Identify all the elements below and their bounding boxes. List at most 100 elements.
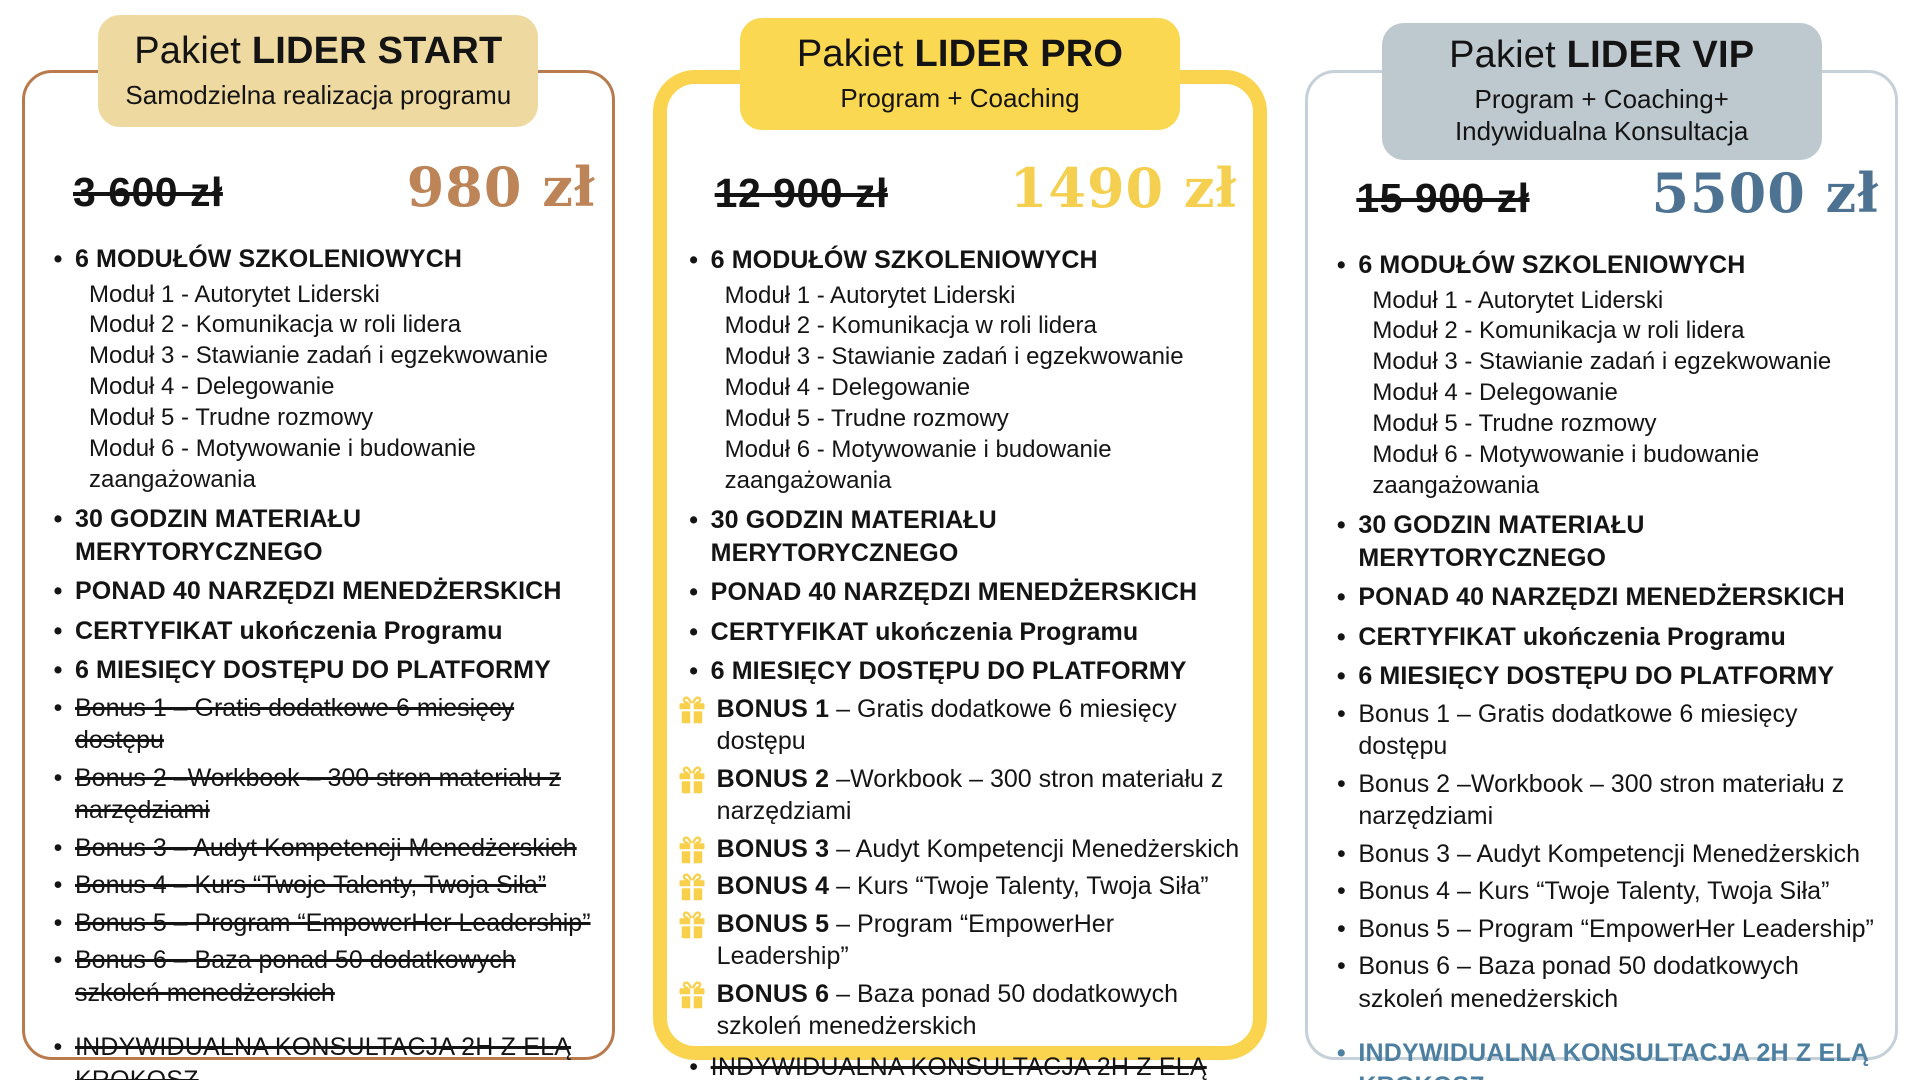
bonus-item: BONUS 5 – Program “EmpowerHer Leadership…: [677, 908, 1246, 973]
consultation-note: • INDYWIDUALNA KONSULTACJA 2H Z ELĄ KROK…: [677, 1051, 1246, 1080]
bonus-item: BONUS 4 – Kurs “Twoje Talenty, Twoja Sił…: [677, 870, 1246, 903]
gift-icon: [677, 908, 717, 940]
bonus-text: – Program “EmpowerHer Leadership”: [716, 909, 1115, 971]
bonus-item: BONUS 1 – Gratis dodatkowe 6 miesięcy do…: [677, 693, 1246, 758]
bonus-label: BONUS 1: [716, 694, 830, 723]
bullet: •: [1336, 662, 1346, 691]
price-row: 3 600 zł 980 zł: [25, 155, 612, 219]
bullet: •: [689, 657, 699, 686]
feature-item: • CERTYFIKAT ukończenia Programu: [677, 616, 1246, 649]
module-line: Moduł 1 - Autorytet Liderski: [724, 281, 1016, 309]
package-card-lider-vip: Pakiet LIDER VIP Program + Coaching+ Ind…: [1305, 23, 1899, 1080]
feature-item: • 6 MIESIĘCY DOSTĘPU DO PLATFORMY: [1324, 660, 1881, 693]
bonus-item: • Bonus 5 – Program “EmpowerHer Leadershi…: [1324, 913, 1881, 946]
feature-item: • PONAD 40 NARZĘDZI MENEDŻERSKICH: [41, 575, 598, 608]
bonus-item: • Bonus 6 – Baza ponad 50 dodatkowych szk…: [41, 944, 598, 1009]
module-line: Moduł 6 - Motywowanie i budowanie zaanga…: [89, 435, 476, 494]
bonus-item: • Bonus 1 – Gratis dodatkowe 6 miesięcy d…: [41, 692, 598, 757]
consultation-note: • INDYWIDUALNA KONSULTACJA 2H Z ELĄ KROK…: [1324, 1037, 1881, 1080]
bonus-item: • Bonus 6 – Baza ponad 50 dodatkowych szk…: [1324, 950, 1881, 1015]
feature-item: • 6 MIESIĘCY DOSTĘPU DO PLATFORMY: [41, 654, 598, 687]
module-line: Moduł 3 - Stawianie zadań i egzekwowanie: [1372, 348, 1832, 376]
module-line: Moduł 3 - Stawianie zadań i egzekwowanie: [89, 342, 548, 370]
bonus-item: • Bonus 3 – Audyt Kompetencji Menedżerski…: [41, 832, 598, 865]
module-line: Moduł 1 - Autorytet Liderski: [89, 280, 380, 308]
module-line: Moduł 2 - Komunikacja w roli lidera: [1372, 317, 1745, 345]
feature-item: • 6 MIESIĘCY DOSTĘPU DO PLATFORMY: [677, 655, 1246, 688]
feature-item: • 30 GODZIN MATERIAŁU MERYTORYCZNEGO: [41, 503, 598, 568]
features-heading: • 6 MODUŁÓW SZKOLENIOWYCH: [677, 244, 1246, 277]
module-line: Moduł 4 - Delegowanie: [89, 373, 335, 401]
bullet: •: [1336, 699, 1346, 728]
bonus-item: • Bonus 3 – Audyt Kompetencji Menedżerski…: [1324, 838, 1881, 871]
bonus-item: • Bonus 1 – Gratis dodatkowe 6 miesięcy d…: [1324, 698, 1881, 763]
old-price: 3 600 zł: [73, 169, 223, 215]
feature-list: • 30 GODZIN MATERIAŁU MERYTORYCZNEGO • PON…: [677, 504, 1246, 688]
bonus-text: – Audyt Kompetencji Menedżerskich: [836, 834, 1240, 863]
feature-item: • 30 GODZIN MATERIAŁU MERYTORYCZNEGO: [1324, 509, 1881, 574]
package-title-prefix: Pakiet: [134, 30, 242, 72]
bonus-label: BONUS 3: [716, 834, 830, 863]
bullet: •: [1336, 914, 1346, 943]
bonus-text: – Baza ponad 50 dodatkowych szkoleń mene…: [716, 979, 1179, 1041]
bullet: •: [53, 833, 63, 862]
package-content: • 6 MODUŁÓW SZKOLENIOWYCH Moduł 1 - Auto…: [1308, 225, 1895, 1080]
module-line: Moduł 3 - Stawianie zadań i egzekwowanie: [724, 343, 1184, 371]
package-content: • 6 MODUŁÓW SZKOLENIOWYCH Moduł 1 - Auto…: [25, 219, 612, 1080]
module-line: Moduł 4 - Delegowanie: [724, 374, 971, 402]
module-line: Moduł 1 - Autorytet Liderski: [1372, 286, 1664, 314]
bullet: •: [53, 577, 63, 606]
bonus-text: –Workbook – 300 stron materiału z narzęd…: [716, 764, 1224, 826]
package-title-prefix: Pakiet: [796, 33, 904, 75]
bonus-list: • Bonus 1 – Gratis dodatkowe 6 miesięcy d…: [41, 692, 598, 1010]
bonus-list: • Bonus 1 – Gratis dodatkowe 6 miesięcy d…: [1324, 698, 1881, 1016]
bullet: •: [53, 245, 63, 273]
bullet: •: [689, 246, 699, 274]
bullet: •: [53, 505, 63, 534]
gift-icon: [677, 763, 717, 795]
package-subtitle: Samodzielna realizacja programu: [125, 79, 512, 110]
package-badge-vip: Pakiet LIDER VIP Program + Coaching+ Ind…: [1381, 23, 1822, 160]
bullet: •: [1336, 952, 1346, 981]
bonus-list: BONUS 1 – Gratis dodatkowe 6 miesięcy do…: [677, 693, 1246, 1043]
package-subtitle-line2: Indywidualna Konsultacja: [1454, 116, 1749, 147]
feature-list: • 30 GODZIN MATERIAŁU MERYTORYCZNEGO • PON…: [1324, 509, 1881, 693]
module-line: Moduł 5 - Trudne rozmowy: [1372, 410, 1657, 438]
package-title: Pakiet LIDER PRO: [750, 32, 1170, 78]
bonus-item: • Bonus 4 – Kurs “Twoje Talenty, Twoja Si…: [1324, 875, 1881, 908]
module-list: Moduł 1 - Autorytet Liderski Moduł 2 - K…: [41, 280, 598, 497]
package-content: • 6 MODUŁÓW SZKOLENIOWYCH Moduł 1 - Auto…: [667, 220, 1254, 1080]
bullet: •: [53, 693, 63, 722]
bullet: •: [689, 506, 699, 535]
bullet: •: [53, 946, 63, 975]
bullet: •: [1336, 622, 1346, 651]
bullet: •: [1336, 1039, 1346, 1068]
package-subtitle: Program + Coaching: [840, 82, 1080, 113]
new-price: 5500 zł: [1651, 161, 1880, 225]
bonus-item: • Bonus 5 – Program “EmpowerHer Leadershi…: [41, 907, 598, 940]
feature-item: • PONAD 40 NARZĘDZI MENEDŻERSKICH: [1324, 581, 1881, 614]
package-title-name: LIDER PRO: [914, 33, 1124, 75]
package-title-name: LIDER START: [251, 30, 503, 72]
gift-icon: [677, 978, 717, 1010]
bullet: •: [1336, 251, 1346, 279]
module-list: Moduł 1 - Autorytet Liderski Moduł 2 - K…: [1324, 286, 1881, 503]
package-card-lider-pro: Pakiet LIDER PRO Program + Coaching 12 9…: [652, 18, 1268, 1080]
bullet: •: [53, 763, 63, 792]
bullet: •: [689, 1052, 699, 1080]
new-price: 980 zł: [406, 155, 596, 219]
bullet: •: [1336, 877, 1346, 906]
module-line: Moduł 6 - Motywowanie i budowanie zaanga…: [1372, 441, 1760, 500]
bullet: •: [53, 1033, 63, 1062]
bonus-item: BONUS 6 – Baza ponad 50 dodatkowych szko…: [677, 978, 1246, 1043]
bullet: •: [1336, 511, 1346, 540]
bullet: •: [689, 578, 699, 607]
gift-icon: [677, 870, 717, 902]
module-line: Moduł 6 - Motywowanie i budowanie zaanga…: [724, 436, 1112, 495]
bullet: •: [689, 617, 699, 646]
features-heading: • 6 MODUŁÓW SZKOLENIOWYCH: [41, 243, 598, 276]
bullet: •: [1336, 583, 1346, 612]
feature-item: • CERTYFIKAT ukończenia Programu: [41, 615, 598, 648]
feature-item: • PONAD 40 NARZĘDZI MENEDŻERSKICH: [677, 576, 1246, 609]
